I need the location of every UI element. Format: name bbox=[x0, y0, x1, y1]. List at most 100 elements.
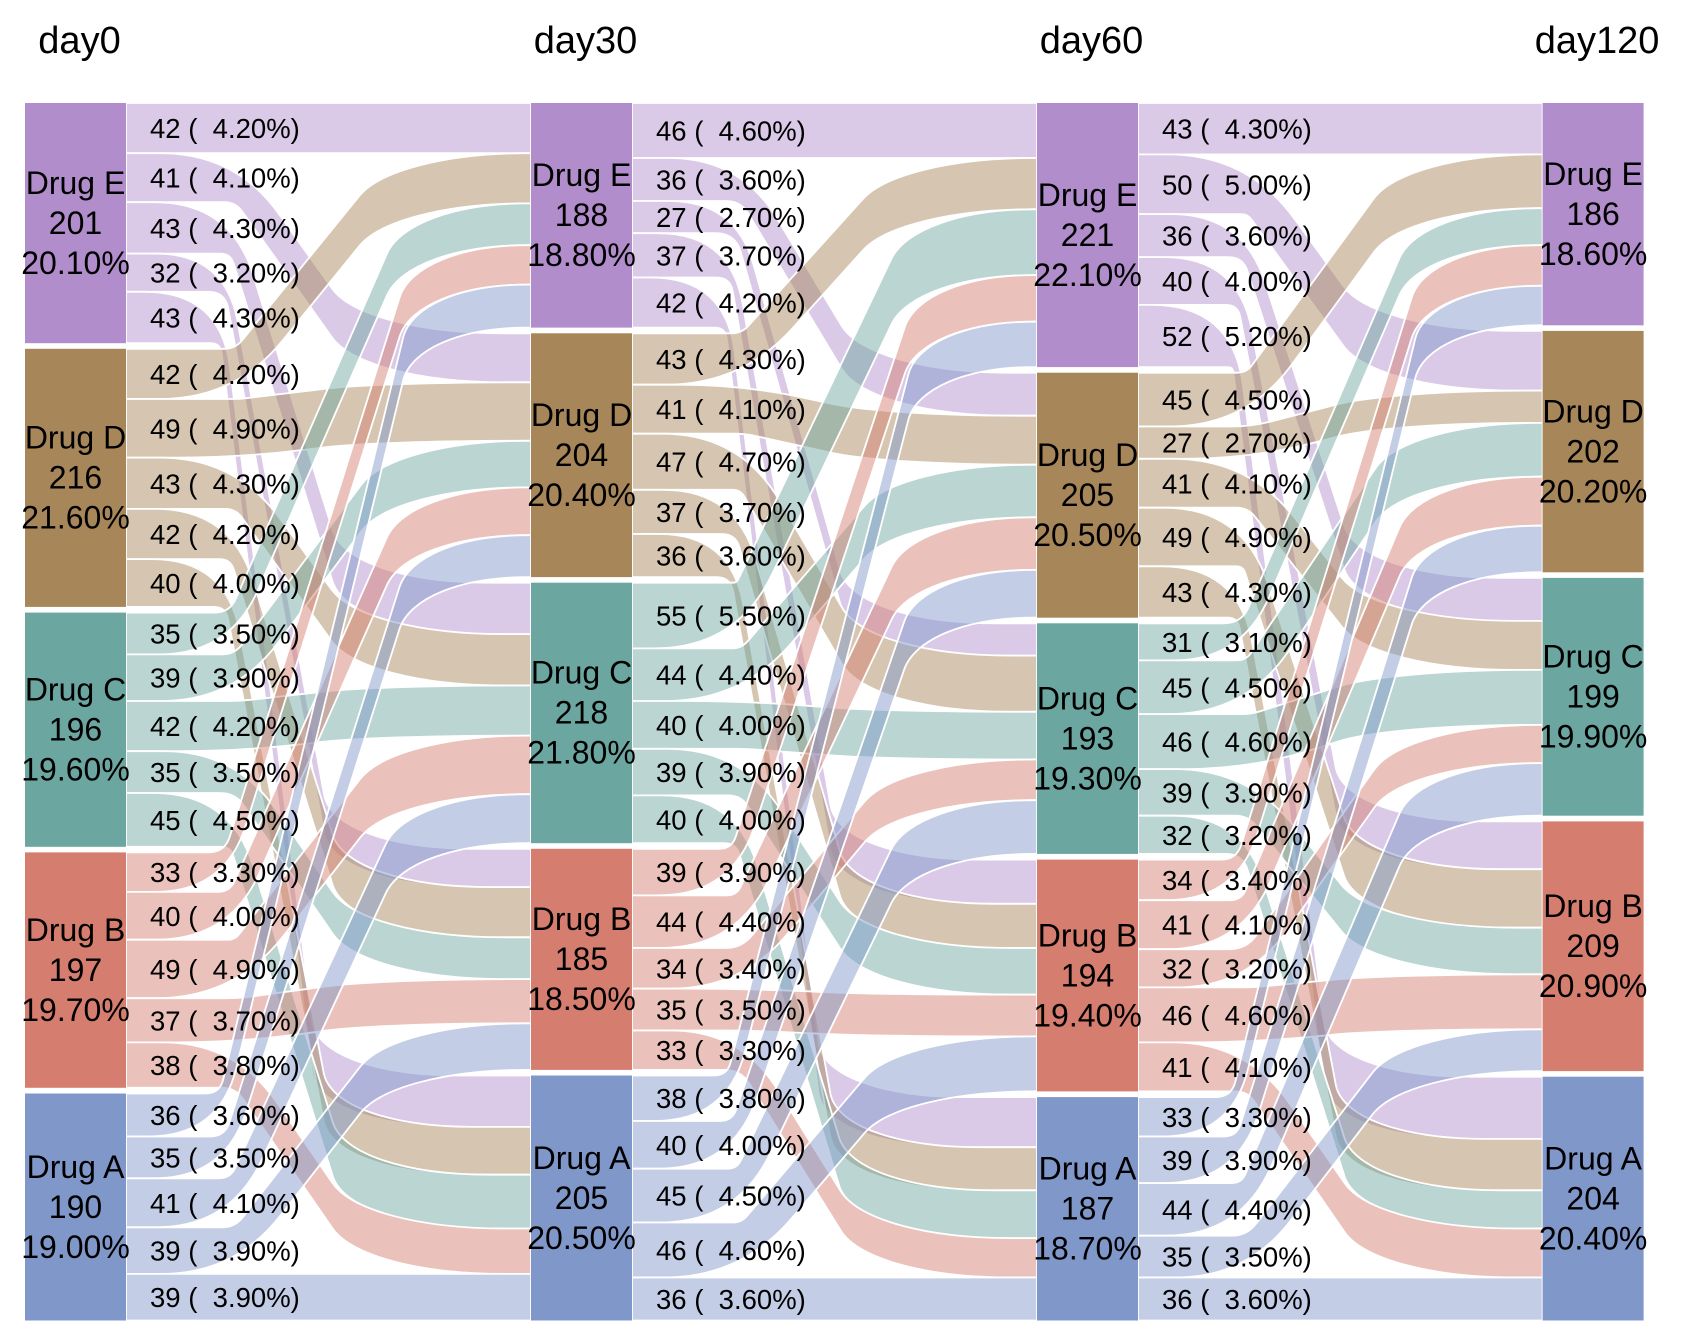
svg-text:18.50%: 18.50% bbox=[527, 981, 636, 1017]
svg-text:Drug C: Drug C bbox=[1542, 639, 1643, 675]
svg-text:Drug C: Drug C bbox=[531, 655, 632, 691]
svg-text:19.30%: 19.30% bbox=[1033, 760, 1142, 796]
svg-text:27 ( 2.70%): 27 ( 2.70%) bbox=[1162, 428, 1312, 459]
svg-text:32 ( 3.20%): 32 ( 3.20%) bbox=[150, 258, 300, 289]
svg-text:47 ( 4.70%): 47 ( 4.70%) bbox=[656, 447, 806, 478]
svg-text:190: 190 bbox=[49, 1189, 102, 1225]
svg-text:27 ( 2.70%): 27 ( 2.70%) bbox=[656, 202, 806, 233]
svg-text:36 ( 3.60%): 36 ( 3.60%) bbox=[1162, 1284, 1312, 1315]
svg-text:Drug C: Drug C bbox=[1037, 680, 1138, 716]
svg-text:Drug A: Drug A bbox=[533, 1140, 631, 1176]
svg-text:20.20%: 20.20% bbox=[1539, 473, 1648, 509]
svg-text:42 ( 4.20%): 42 ( 4.20%) bbox=[150, 519, 300, 550]
svg-text:21.80%: 21.80% bbox=[527, 735, 636, 771]
svg-text:Drug D: Drug D bbox=[1037, 437, 1138, 473]
svg-text:Drug B: Drug B bbox=[26, 912, 126, 948]
svg-text:40 ( 4.00%): 40 ( 4.00%) bbox=[150, 568, 300, 599]
svg-text:39 ( 3.90%): 39 ( 3.90%) bbox=[656, 857, 806, 888]
svg-text:39 ( 3.90%): 39 ( 3.90%) bbox=[656, 757, 806, 788]
svg-text:36 ( 3.60%): 36 ( 3.60%) bbox=[656, 1284, 806, 1315]
svg-text:202: 202 bbox=[1566, 433, 1619, 469]
svg-text:Drug D: Drug D bbox=[1542, 393, 1643, 429]
svg-text:42 ( 4.20%): 42 ( 4.20%) bbox=[150, 113, 300, 144]
svg-text:55 ( 5.50%): 55 ( 5.50%) bbox=[656, 601, 806, 632]
svg-text:18.80%: 18.80% bbox=[527, 237, 636, 273]
svg-text:35 ( 3.50%): 35 ( 3.50%) bbox=[150, 757, 300, 788]
svg-text:19.70%: 19.70% bbox=[21, 992, 130, 1028]
svg-text:20.40%: 20.40% bbox=[1539, 1220, 1648, 1256]
svg-text:221: 221 bbox=[1061, 217, 1114, 253]
svg-text:36 ( 3.60%): 36 ( 3.60%) bbox=[150, 1100, 300, 1131]
svg-text:40 ( 4.00%): 40 ( 4.00%) bbox=[1162, 266, 1312, 297]
svg-text:49 ( 4.90%): 49 ( 4.90%) bbox=[150, 413, 300, 444]
svg-text:Drug B: Drug B bbox=[532, 901, 632, 937]
svg-text:32 ( 3.20%): 32 ( 3.20%) bbox=[1162, 820, 1312, 851]
svg-text:35 ( 3.50%): 35 ( 3.50%) bbox=[150, 619, 300, 650]
svg-text:36 ( 3.60%): 36 ( 3.60%) bbox=[656, 165, 806, 196]
svg-text:22.10%: 22.10% bbox=[1033, 257, 1142, 293]
svg-text:44 ( 4.40%): 44 ( 4.40%) bbox=[656, 907, 806, 938]
svg-text:Drug D: Drug D bbox=[531, 397, 632, 433]
svg-text:21.60%: 21.60% bbox=[21, 500, 130, 536]
svg-text:41 ( 4.10%): 41 ( 4.10%) bbox=[656, 394, 806, 425]
svg-text:37 ( 3.70%): 37 ( 3.70%) bbox=[150, 1005, 300, 1036]
svg-text:36 ( 3.60%): 36 ( 3.60%) bbox=[656, 541, 806, 572]
svg-text:day30: day30 bbox=[534, 20, 638, 62]
svg-text:43 ( 4.30%): 43 ( 4.30%) bbox=[656, 344, 806, 375]
svg-text:52 ( 5.20%): 52 ( 5.20%) bbox=[1162, 321, 1312, 352]
svg-text:33 ( 3.30%): 33 ( 3.30%) bbox=[1162, 1102, 1312, 1133]
svg-text:day120: day120 bbox=[1535, 20, 1660, 62]
svg-text:204: 204 bbox=[1566, 1180, 1619, 1216]
svg-text:49 ( 4.90%): 49 ( 4.90%) bbox=[150, 954, 300, 985]
svg-text:218: 218 bbox=[555, 695, 608, 731]
svg-text:197: 197 bbox=[49, 952, 102, 988]
svg-text:37 ( 3.70%): 37 ( 3.70%) bbox=[656, 497, 806, 528]
svg-text:34 ( 3.40%): 34 ( 3.40%) bbox=[1162, 865, 1312, 896]
svg-text:32 ( 3.20%): 32 ( 3.20%) bbox=[1162, 953, 1312, 984]
svg-text:39 ( 3.90%): 39 ( 3.90%) bbox=[1162, 777, 1312, 808]
svg-text:20.10%: 20.10% bbox=[21, 245, 130, 281]
svg-text:201: 201 bbox=[49, 205, 102, 241]
svg-text:day0: day0 bbox=[38, 20, 120, 62]
svg-text:209: 209 bbox=[1566, 928, 1619, 964]
svg-text:205: 205 bbox=[555, 1180, 608, 1216]
svg-text:50 ( 5.00%): 50 ( 5.00%) bbox=[1162, 169, 1312, 200]
svg-text:19.40%: 19.40% bbox=[1033, 997, 1142, 1033]
svg-text:Drug D: Drug D bbox=[25, 420, 126, 456]
svg-text:44 ( 4.40%): 44 ( 4.40%) bbox=[1162, 1194, 1312, 1225]
svg-text:45 ( 4.50%): 45 ( 4.50%) bbox=[150, 805, 300, 836]
svg-text:20.50%: 20.50% bbox=[527, 1220, 636, 1256]
svg-text:41 ( 4.10%): 41 ( 4.10%) bbox=[150, 163, 300, 194]
svg-text:41 ( 4.10%): 41 ( 4.10%) bbox=[150, 1188, 300, 1219]
svg-text:37 ( 3.70%): 37 ( 3.70%) bbox=[656, 240, 806, 271]
svg-text:Drug B: Drug B bbox=[1038, 917, 1138, 953]
svg-text:day60: day60 bbox=[1040, 20, 1144, 62]
svg-text:43 ( 4.30%): 43 ( 4.30%) bbox=[1162, 114, 1312, 145]
svg-text:35 ( 3.50%): 35 ( 3.50%) bbox=[1162, 1242, 1312, 1273]
svg-text:41 ( 4.10%): 41 ( 4.10%) bbox=[1162, 910, 1312, 941]
svg-text:18.60%: 18.60% bbox=[1539, 236, 1648, 272]
svg-text:205: 205 bbox=[1061, 477, 1114, 513]
svg-text:46 ( 4.60%): 46 ( 4.60%) bbox=[656, 1235, 806, 1266]
svg-text:Drug A: Drug A bbox=[1039, 1151, 1137, 1187]
svg-text:43 ( 4.30%): 43 ( 4.30%) bbox=[1162, 577, 1312, 608]
svg-text:199: 199 bbox=[1566, 679, 1619, 715]
svg-text:19.90%: 19.90% bbox=[1539, 719, 1648, 755]
svg-text:43 ( 4.30%): 43 ( 4.30%) bbox=[150, 468, 300, 499]
svg-text:46 ( 4.60%): 46 ( 4.60%) bbox=[1162, 727, 1312, 758]
svg-text:31 ( 3.10%): 31 ( 3.10%) bbox=[1162, 627, 1312, 658]
svg-text:Drug C: Drug C bbox=[25, 672, 126, 708]
svg-text:41 ( 4.10%): 41 ( 4.10%) bbox=[1162, 468, 1312, 499]
svg-text:Drug E: Drug E bbox=[26, 165, 126, 201]
svg-text:45 ( 4.50%): 45 ( 4.50%) bbox=[656, 1181, 806, 1212]
svg-text:187: 187 bbox=[1061, 1191, 1114, 1227]
svg-text:39 ( 3.90%): 39 ( 3.90%) bbox=[150, 1282, 300, 1313]
svg-text:40 ( 4.00%): 40 ( 4.00%) bbox=[656, 804, 806, 835]
svg-text:216: 216 bbox=[49, 460, 102, 496]
svg-text:43 ( 4.30%): 43 ( 4.30%) bbox=[150, 303, 300, 334]
svg-text:45 ( 4.50%): 45 ( 4.50%) bbox=[1162, 385, 1312, 416]
svg-text:40 ( 4.00%): 40 ( 4.00%) bbox=[656, 710, 806, 741]
svg-text:20.90%: 20.90% bbox=[1539, 968, 1648, 1004]
svg-text:186: 186 bbox=[1566, 196, 1619, 232]
svg-text:45 ( 4.50%): 45 ( 4.50%) bbox=[1162, 672, 1312, 703]
